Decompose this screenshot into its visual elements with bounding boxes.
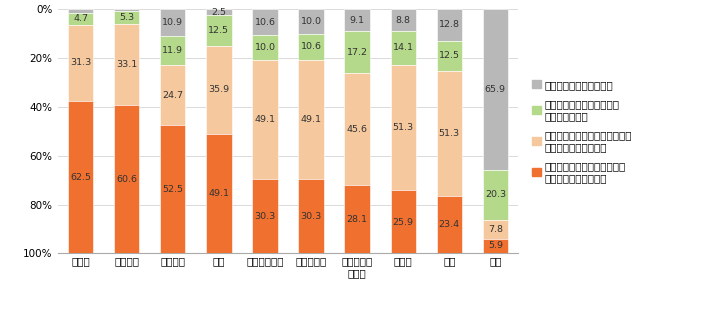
Bar [114, 11, 140, 24]
Bar [114, 105, 140, 253]
Bar [114, 9, 140, 11]
Text: 8.8: 8.8 [396, 15, 410, 24]
Bar [390, 65, 416, 190]
Text: 10.0: 10.0 [254, 43, 276, 52]
Text: 12.8: 12.8 [438, 20, 460, 29]
Bar [482, 170, 508, 220]
Text: 51.3: 51.3 [438, 129, 460, 138]
Bar [252, 180, 278, 253]
Text: 28.1: 28.1 [346, 214, 368, 224]
Bar [252, 9, 278, 35]
Text: 60.6: 60.6 [116, 175, 138, 184]
Legend: 名前も聞いたことはない, 名前は聞いたことはあるが
よくわからない, 知っているが、ライブコマース
で購入したことがない, 知っており、ライブコマース
で購入し: 名前も聞いたことはない, 名前は聞いたことはあるが よくわからない, 知っている… [528, 76, 636, 187]
Bar [206, 46, 232, 133]
Text: 5.3: 5.3 [119, 13, 135, 23]
Text: 11.9: 11.9 [162, 46, 184, 55]
Bar [68, 101, 94, 254]
Text: 49.1: 49.1 [208, 189, 230, 198]
Bar [436, 40, 462, 71]
Bar [436, 71, 462, 196]
Bar [298, 9, 324, 34]
Text: 17.2: 17.2 [346, 48, 368, 57]
Bar [160, 9, 186, 36]
Text: 10.6: 10.6 [300, 42, 322, 51]
Bar [68, 9, 94, 13]
Text: 14.1: 14.1 [392, 44, 414, 53]
Text: 25.9: 25.9 [392, 218, 414, 226]
Text: 9.1: 9.1 [350, 16, 364, 25]
Text: 33.1: 33.1 [116, 60, 138, 69]
Text: 5.9: 5.9 [488, 241, 503, 250]
Bar [160, 36, 186, 65]
Bar [482, 220, 508, 239]
Text: 52.5: 52.5 [162, 185, 184, 194]
Bar [344, 9, 370, 32]
Bar [390, 9, 416, 31]
Text: 20.3: 20.3 [485, 190, 506, 199]
Bar [114, 24, 140, 105]
Text: 4.7: 4.7 [73, 15, 88, 23]
Text: 62.5: 62.5 [70, 173, 91, 182]
Text: 24.7: 24.7 [162, 91, 184, 99]
Text: 45.6: 45.6 [346, 125, 368, 133]
Text: 7.8: 7.8 [488, 225, 503, 234]
Bar [160, 125, 186, 253]
Bar [206, 15, 232, 46]
Text: 49.1: 49.1 [300, 115, 322, 124]
Bar [160, 65, 186, 125]
Bar [68, 25, 94, 101]
Text: 65.9: 65.9 [485, 85, 506, 94]
Bar [344, 74, 370, 185]
Bar [344, 185, 370, 253]
Bar [298, 60, 324, 180]
Bar [436, 9, 462, 40]
Bar [298, 180, 324, 253]
Bar [252, 60, 278, 180]
Text: 49.1: 49.1 [254, 115, 276, 124]
Bar [436, 196, 462, 253]
Text: 10.6: 10.6 [254, 18, 276, 27]
Bar [390, 190, 416, 254]
Bar [344, 32, 370, 74]
Text: 30.3: 30.3 [254, 212, 276, 221]
Bar [298, 34, 324, 60]
Text: 10.0: 10.0 [300, 17, 322, 26]
Text: 12.5: 12.5 [438, 51, 460, 60]
Bar [482, 239, 508, 253]
Text: 31.3: 31.3 [70, 58, 91, 67]
Bar [206, 9, 232, 15]
Bar [206, 133, 232, 253]
Text: 23.4: 23.4 [438, 220, 460, 229]
Bar [390, 31, 416, 65]
Bar [68, 13, 94, 25]
Bar [252, 35, 278, 60]
Text: 51.3: 51.3 [392, 123, 414, 132]
Text: 10.9: 10.9 [162, 18, 184, 27]
Text: 30.3: 30.3 [300, 212, 322, 221]
Text: 35.9: 35.9 [208, 85, 230, 94]
Text: 2.5: 2.5 [212, 8, 226, 17]
Text: 12.5: 12.5 [208, 26, 230, 35]
Bar [482, 9, 508, 170]
